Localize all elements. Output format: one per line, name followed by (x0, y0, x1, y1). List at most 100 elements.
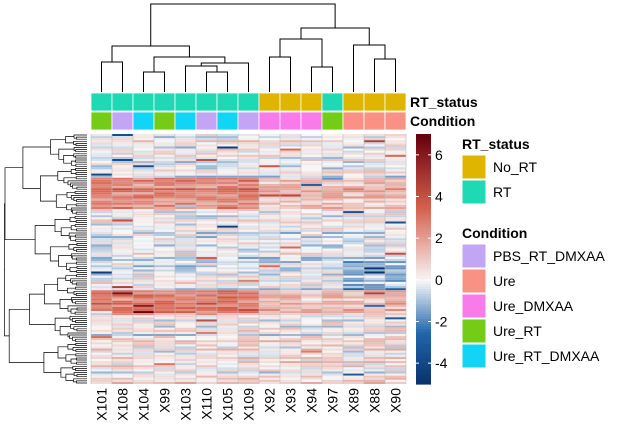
heatmap-cell (259, 323, 280, 326)
color-scale-step (416, 231, 431, 235)
heatmap-cell (322, 267, 343, 270)
heatmap-cell (133, 338, 154, 341)
heatmap-cell (238, 140, 259, 143)
heatmap-cell (133, 175, 154, 178)
heatmap-cell (385, 377, 406, 380)
color-scale-step (416, 241, 431, 245)
heatmap-cell (133, 381, 154, 384)
heatmap-cell (238, 319, 259, 322)
heatmap-cell (301, 375, 322, 378)
dendrogram-branch (76, 307, 87, 311)
heatmap-cell (238, 338, 259, 341)
heatmap-cell (364, 342, 385, 345)
heatmap-cell (301, 171, 322, 174)
dendrogram-branch (71, 318, 87, 322)
heatmap-cell (301, 177, 322, 180)
heatmap-cell (343, 194, 364, 197)
heatmap-cell (238, 179, 259, 182)
heatmap-cell (343, 329, 364, 332)
heatmap-cell (196, 275, 217, 278)
heatmap-cell (175, 371, 196, 374)
heatmap-cell (385, 194, 406, 197)
heatmap-cell (280, 190, 301, 193)
heatmap-cell (175, 275, 196, 278)
heatmap-cell (112, 302, 133, 305)
heatmap-cell (133, 300, 154, 303)
heatmap-cell (301, 281, 322, 284)
heatmap-cell (175, 350, 196, 353)
heatmap-cell (91, 163, 112, 166)
heatmap-cell (322, 269, 343, 272)
heatmap-cell (196, 309, 217, 312)
heatmap-cell (196, 238, 217, 241)
heatmap-cell (133, 377, 154, 380)
heatmap-cell (154, 254, 175, 257)
heatmap-cell (112, 159, 133, 162)
color-scale-step (416, 324, 431, 328)
heatmap-cell (196, 198, 217, 201)
heatmap-cell (238, 254, 259, 257)
heatmap-cell (217, 198, 238, 201)
heatmap-cell (175, 142, 196, 145)
heatmap-cell (133, 304, 154, 307)
heatmap-cell (280, 156, 301, 159)
heatmap-cell (175, 298, 196, 301)
heatmap-cell (343, 225, 364, 228)
color-scale-step (416, 176, 431, 180)
heatmap-cell (343, 238, 364, 241)
heatmap-cell (385, 267, 406, 270)
annotation-cell (174, 111, 197, 131)
heatmap-cell (238, 346, 259, 349)
heatmap-cell (385, 142, 406, 145)
heatmap-cell (343, 286, 364, 289)
dendrogram-branch (68, 244, 77, 250)
legend-label: No_RT (493, 159, 538, 175)
heatmap-cell (259, 336, 280, 339)
heatmap-cell (385, 363, 406, 366)
heatmap-cell (385, 238, 406, 241)
color-scale-tick-label: 4 (435, 189, 443, 205)
legend-title: Condition (462, 225, 527, 241)
annotation-bars (90, 92, 407, 131)
color-scale-step (416, 376, 431, 380)
heatmap-cell (343, 273, 364, 276)
heatmap-cell (112, 209, 133, 212)
heatmap-cell (280, 252, 301, 255)
heatmap-cell (259, 306, 280, 309)
heatmap-cell (301, 154, 322, 157)
heatmap-cell (238, 317, 259, 320)
dendrogram-branch (153, 56, 226, 72)
heatmap-cell (322, 240, 343, 243)
heatmap-cell (385, 311, 406, 314)
heatmap-cell (385, 165, 406, 168)
heatmap-cell (259, 346, 280, 349)
heatmap-cell (238, 196, 259, 199)
heatmap-cell (322, 321, 343, 324)
heatmap-cell (154, 238, 175, 241)
heatmap-cell (196, 359, 217, 362)
heatmap-cell (91, 377, 112, 380)
heatmap-cell (385, 269, 406, 272)
heatmap-cell (217, 142, 238, 145)
heatmap-cell (343, 302, 364, 305)
heatmap-cell (91, 138, 112, 141)
heatmap-cell (364, 246, 385, 249)
heatmap-cell (133, 223, 154, 226)
heatmap-cell (343, 202, 364, 205)
dendrogram-branch (75, 349, 87, 353)
heatmap-cell (343, 198, 364, 201)
heatmap-cell (259, 186, 280, 189)
heatmap-cell (112, 200, 133, 203)
heatmap-cell (133, 369, 154, 372)
heatmap-cell (343, 321, 364, 324)
heatmap-cell (91, 346, 112, 349)
heatmap-cell (322, 181, 343, 184)
heatmap-cell (133, 350, 154, 353)
heatmap-cell (385, 367, 406, 370)
heatmap-cell (364, 194, 385, 197)
heatmap-cell (217, 381, 238, 384)
heatmap-cell (217, 134, 238, 137)
heatmap-cell (385, 331, 406, 334)
heatmap-cell (196, 321, 217, 324)
heatmap-cell (217, 167, 238, 170)
